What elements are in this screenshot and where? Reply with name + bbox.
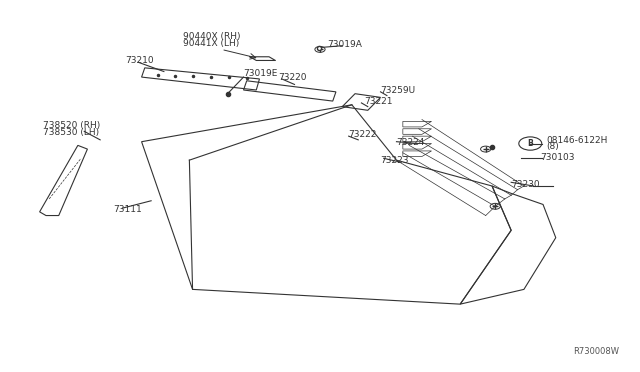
Text: 738530 (LH): 738530 (LH) <box>43 128 99 137</box>
Text: (8): (8) <box>546 142 559 151</box>
Text: 73259U: 73259U <box>381 86 415 95</box>
Text: 73224: 73224 <box>396 138 425 147</box>
Text: 73019A: 73019A <box>328 41 362 49</box>
Text: 73221: 73221 <box>365 97 393 106</box>
Text: 73222: 73222 <box>349 130 377 139</box>
Text: 90440X (RH): 90440X (RH) <box>183 32 241 41</box>
Text: 73019E: 73019E <box>244 69 278 78</box>
Text: 73210: 73210 <box>125 56 154 65</box>
Text: 73111: 73111 <box>113 205 141 215</box>
Text: 73220: 73220 <box>278 73 307 82</box>
Text: R730008W: R730008W <box>573 347 620 356</box>
Text: 738520 (RH): 738520 (RH) <box>43 121 100 129</box>
Text: 730103: 730103 <box>540 153 574 162</box>
Text: B: B <box>527 139 533 148</box>
Text: 73223: 73223 <box>381 155 409 165</box>
Text: 08146-6122H: 08146-6122H <box>546 137 607 145</box>
Text: 90441X (LH): 90441X (LH) <box>183 39 239 48</box>
Text: 73230: 73230 <box>511 180 540 189</box>
